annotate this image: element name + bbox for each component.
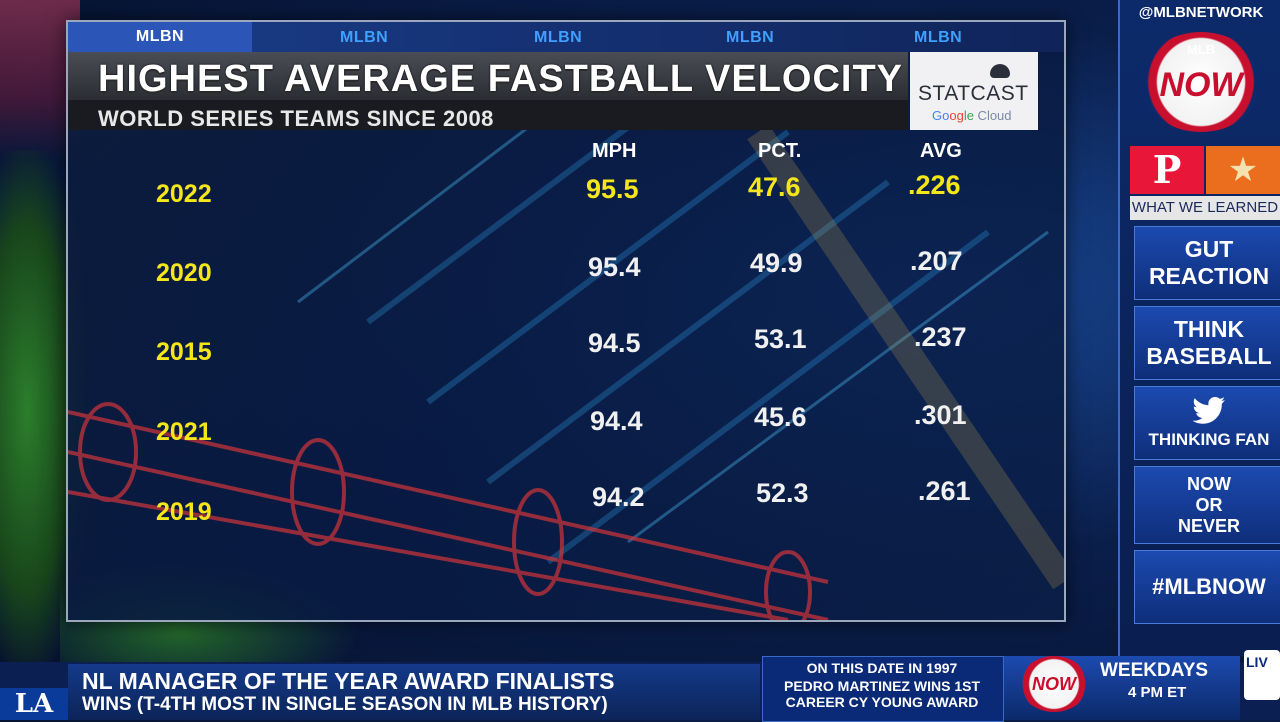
phillies-logo: P (1130, 146, 1204, 194)
row-year: 2020 (156, 259, 212, 287)
row-avg: .207 (910, 246, 963, 276)
column-header-mph: MPH (592, 140, 637, 162)
ticker-subline: WINS (T-4TH MOST IN SINGLE SEASON IN MLB… (82, 694, 608, 715)
social-handle: @MLBNETWORK (1138, 4, 1264, 21)
google-cloud-label: Google Cloud (932, 108, 1012, 123)
row-year: 2019 (156, 498, 212, 526)
row-year: 2021 (156, 418, 212, 446)
row-avg: .261 (918, 476, 971, 506)
segment-what-we-learned: WHAT WE LEARNED (1130, 196, 1280, 220)
row-pct: 53.1 (754, 324, 807, 354)
dodgers-logo: LA (0, 688, 68, 720)
live-badge (1244, 650, 1280, 700)
on-this-date-panel (762, 656, 1004, 722)
graphic-title: HIGHEST AVERAGE FASTBALL VELOCITY (98, 58, 904, 100)
segment-now-or-never: NOW OR NEVER (1134, 466, 1280, 544)
segment-think-baseball: THINK BASEBALL (1134, 306, 1280, 380)
mlb-now-logo: MLB NOW (1140, 32, 1262, 132)
network-tag: MLBN (68, 22, 252, 52)
promo-days: WEEKDAYS (1100, 660, 1209, 681)
stats-graphic-board: MLBN MLBN MLBN MLBN MLBN HIGHEST AVERAGE… (66, 20, 1066, 622)
network-tag: MLBN (726, 29, 775, 46)
mlb-now-promo-label: NOW (1032, 674, 1076, 694)
show-sidebar: @MLBNETWORK MLB NOW P ★ WHAT WE LEARNED … (1118, 0, 1280, 656)
row-year: 2022 (156, 180, 212, 208)
live-label: LIV (1246, 654, 1268, 670)
subtitle-bar (68, 100, 908, 130)
row-mph: 94.5 (588, 328, 641, 358)
row-mph: 94.4 (590, 406, 643, 436)
ticker-headline: NL MANAGER OF THE YEAR AWARD FINALISTS (82, 668, 615, 694)
network-tag: MLBN (534, 29, 583, 46)
row-mph: 94.2 (592, 482, 645, 512)
row-mph: 95.4 (588, 252, 641, 282)
on-this-date-line: PEDRO MARTINEZ WINS 1ST (783, 678, 980, 694)
row-avg: .237 (914, 322, 967, 352)
title-bar (68, 52, 908, 100)
on-this-date-heading: ON THIS DATE IN 1997 (806, 660, 958, 676)
column-header-avg: AVG (920, 140, 962, 162)
on-this-date-line: CAREER CY YOUNG AWARD (785, 694, 979, 710)
segment-gut-reaction: GUT REACTION (1134, 226, 1280, 300)
promo-time: 4 PM ET (1128, 684, 1187, 701)
row-pct: 49.9 (750, 248, 803, 278)
statcast-sponsor-logo: STATCAST Google Cloud (910, 52, 1038, 130)
row-pct: 47.6 (748, 172, 801, 202)
astros-logo: ★ (1206, 146, 1280, 194)
row-avg: .301 (914, 400, 967, 430)
graphic-subtitle: WORLD SERIES TEAMS SINCE 2008 (98, 106, 494, 131)
row-avg: .226 (908, 170, 961, 200)
row-pct: 52.3 (756, 478, 809, 508)
ticker-headline-panel (68, 664, 760, 720)
statcast-player-icon (990, 64, 1010, 78)
column-header-pct: PCT. (758, 140, 802, 162)
row-pct: 45.6 (754, 402, 807, 432)
segment-thinking-fan: THINKING FAN (1134, 386, 1280, 460)
mlb-now-promo-logo (1020, 656, 1088, 712)
row-mph: 95.5 (586, 174, 639, 204)
statcast-label: STATCAST (918, 82, 1029, 105)
network-tag: MLBN (340, 29, 389, 46)
hashtag-mlbnow: #MLBNOW (1134, 550, 1280, 624)
twitter-icon (1135, 396, 1280, 430)
network-tag: MLBN (914, 29, 963, 46)
row-year: 2015 (156, 338, 212, 366)
